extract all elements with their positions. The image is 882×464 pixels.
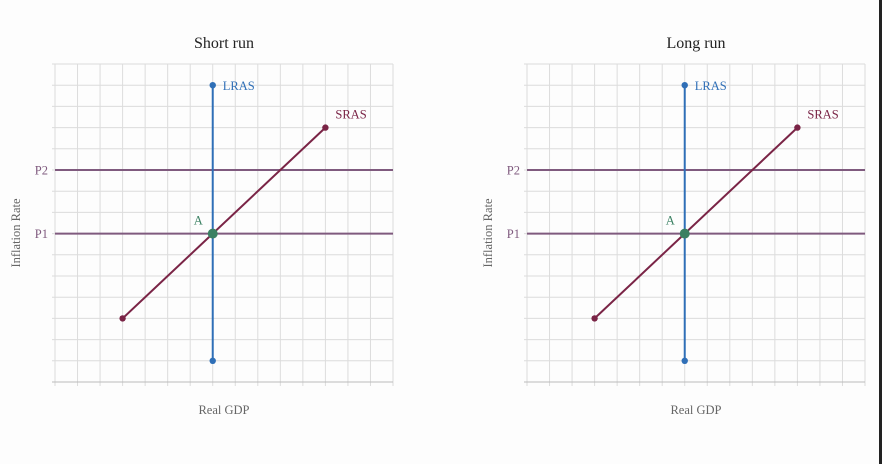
- y-axis-label: Inflation Rate: [9, 198, 23, 268]
- chart-title: Long run: [666, 35, 725, 52]
- chart-2: Long run Real GDP Inflation Rate P1 P2 LRAS SR…: [481, 35, 866, 417]
- y-axis-label: Inflation Rate: [481, 198, 495, 268]
- chart-title: Short run: [194, 35, 254, 52]
- equilibrium-point: [679, 228, 690, 239]
- y-tick-label: P1: [507, 227, 520, 241]
- y-tick-label: P2: [35, 164, 48, 178]
- sras-endpoint: [591, 315, 598, 322]
- equilibrium-label: A: [194, 214, 203, 228]
- series-label-lras: LRAS: [695, 79, 727, 93]
- sras-line: [121, 126, 327, 320]
- x-axis-label: Real GDP: [670, 403, 721, 417]
- sras-endpoint: [322, 124, 329, 131]
- sras-endpoint: [794, 124, 801, 131]
- series-label-lras: LRAS: [223, 79, 255, 93]
- series-label-sras: SRAS: [807, 108, 838, 122]
- window-edge: [879, 0, 882, 464]
- equilibrium-point: [207, 228, 218, 239]
- equilibrium-label: A: [666, 214, 675, 228]
- sras-endpoint: [119, 315, 126, 322]
- sras-line: [593, 126, 799, 320]
- y-tick-label: P1: [35, 227, 48, 241]
- lras-endpoint: [209, 357, 216, 364]
- y-tick-label: P2: [507, 164, 520, 178]
- lras-endpoint: [209, 82, 216, 89]
- chart-1: Short run Real GDP Inflation Rate P1 P2 LRAS S…: [9, 35, 394, 417]
- series-label-sras: SRAS: [335, 108, 366, 122]
- x-axis-label: Real GDP: [198, 403, 249, 417]
- lras-endpoint: [681, 82, 688, 89]
- lras-endpoint: [681, 357, 688, 364]
